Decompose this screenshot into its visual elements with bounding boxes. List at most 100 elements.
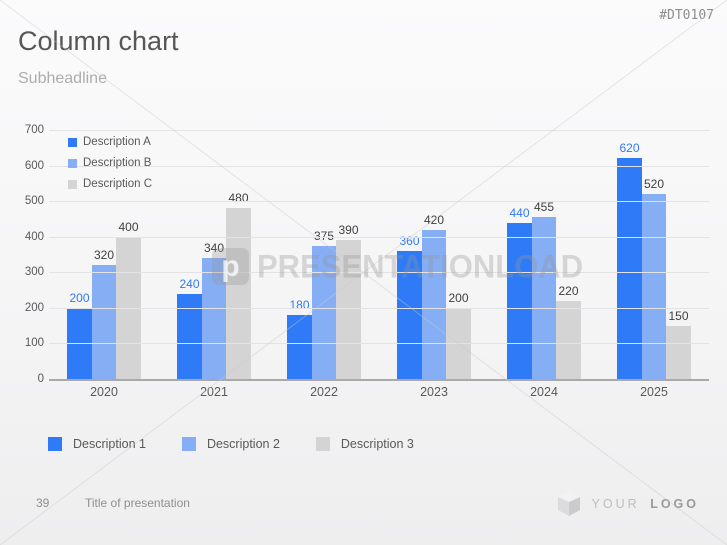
bar-column: 360 [397,130,422,379]
bar [421,229,447,379]
bar-value-label: 150 [668,308,689,323]
y-tick-label: 400 [24,230,44,243]
footer-title: Title of presentation [85,496,190,510]
legend-swatch [315,437,330,451]
legend-swatch [68,158,77,168]
bar-value-label: 340 [203,241,225,256]
legend-swatch [181,437,196,451]
x-tick-label: 2021 [200,385,228,399]
bar [617,158,642,379]
bar-column: 440 [507,130,532,379]
bar [311,245,337,379]
legend-label: Description 3 [340,437,414,451]
bar-value-label: 620 [619,141,640,156]
chart-legend: Description A Description B Description C [68,136,152,199]
bar-column: 480 [226,130,251,379]
subheadline: Subheadline [18,70,107,87]
bar [531,217,557,379]
cube-logo-icon [557,492,580,516]
grid-line [49,201,709,203]
x-tick-label: 2020 [90,385,118,399]
bar-column: 240 [177,130,202,379]
bar-column: 620 [617,130,642,379]
bar-column: 220 [556,130,581,379]
x-tick-label: 2022 [310,385,338,399]
legend-label: Description C [83,178,153,190]
bar [641,194,667,379]
legend-swatch [68,179,77,189]
y-tick-label: 300 [24,266,44,279]
bar-value-label: 240 [179,276,200,291]
bar-value-label: 375 [313,228,335,243]
x-tick-label: 2024 [530,385,558,399]
bar-column: 375 [311,130,337,379]
logo-text-light: YOUR [591,497,640,511]
legend-label: Description 1 [73,437,146,451]
bar-value-label: 320 [93,248,115,263]
template-code: #DT0107 [659,8,714,23]
y-tick-label: 600 [24,159,44,172]
bottom-legend: Description 1 Description 2 Description 3 [48,437,450,451]
grid-line [49,272,709,274]
legend-label: Description 2 [206,437,280,451]
legend-swatch [48,437,62,451]
bar-value-label: 400 [118,219,139,234]
grid-line [49,165,709,167]
grid-line [49,343,709,345]
x-axis: 2020 2021 2022 2023 2024 2025 [49,385,709,399]
y-tick-label: 200 [24,301,44,314]
bar-group: 180 375 390 [269,130,379,379]
bar [91,265,117,379]
x-tick-label: 2023 [420,385,448,399]
bar-value-label: 200 [69,290,90,305]
grid-line [49,130,709,131]
bar [556,300,581,379]
y-tick-label: 0 [37,373,44,385]
legend-item: Description 1 [48,437,146,451]
logo-text-bold: LOGO [650,497,699,511]
bar-group: 620 520 150 [599,130,709,379]
legend-item: Description 2 [181,437,280,451]
bar-column: 340 [201,130,227,379]
plot-area: 200 320 400 240 340 480 180 375 390 360 420 200 440 4… [49,130,709,381]
legend-item: Description 3 [315,437,414,451]
bar-column: 420 [421,130,447,379]
grid-line [49,307,709,309]
legend-swatch [68,137,77,147]
y-tick-label: 100 [24,337,44,350]
bar [336,240,361,379]
bar-value-label: 200 [448,290,469,305]
bar-value-label: 390 [338,223,359,238]
bar-column: 520 [641,130,667,379]
bar [666,325,691,379]
bar [201,258,227,379]
bar [507,222,532,379]
bar-column: 320 [91,130,117,379]
bar-value-label: 480 [228,191,249,206]
bar [397,250,422,379]
bar-group: 440 455 220 [489,130,599,379]
page-title: Column chart [18,26,179,56]
legend-item: Description A [68,136,152,148]
legend-item: Description B [68,157,152,169]
logo: YOUR LOGO [557,491,699,517]
y-axis: 0 100 200 300 400 500 600 700 [18,124,44,385]
bar-column: 150 [666,130,691,379]
legend-item: Description C [68,178,152,190]
y-tick-label: 500 [24,195,44,208]
bar-value-label: 220 [558,283,579,298]
bar-value-label: 180 [289,297,310,312]
bar [177,293,202,379]
bar [287,314,312,379]
bar-value-label: 520 [643,177,665,192]
bar-group: 360 420 200 [379,130,489,379]
bar-column: 180 [287,130,312,379]
page-number: 39 [36,496,50,510]
bar-value-label: 455 [533,200,555,215]
x-tick-label: 2025 [640,385,668,399]
bar-value-label: 440 [509,205,530,220]
grid-line [49,236,709,238]
bar-column: 455 [531,130,557,379]
legend-label: Description A [83,136,151,148]
